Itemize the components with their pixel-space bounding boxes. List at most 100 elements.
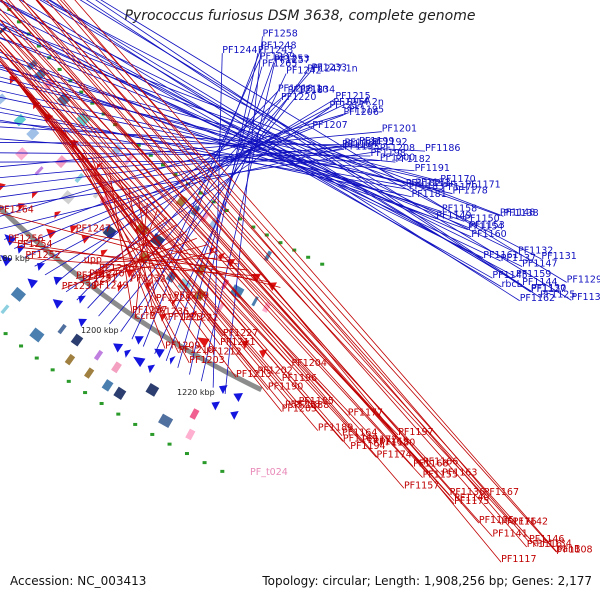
feature-block (101, 379, 114, 392)
scale-dot (167, 442, 172, 446)
plus-gene-label: PF1206 (344, 107, 379, 118)
minus-gene-label: PF1157 (404, 480, 439, 491)
plus-gene-label: PF1148 (500, 208, 535, 219)
scale-dot (19, 344, 24, 348)
minus-gene-label: PF1196 (282, 373, 317, 384)
feature-block (185, 428, 196, 441)
leader-line (87, 99, 282, 309)
scale-dot (133, 422, 138, 426)
minus-gene-label: PF1203 (189, 355, 224, 366)
minus-gene-label: PF1249 (93, 280, 128, 291)
minus-gene-label: PF1146 (529, 534, 564, 545)
minus-strand-arrow (191, 310, 198, 320)
minus-gene-label: PF1167 (484, 487, 519, 498)
plus-gene-label: PF1161 (483, 250, 518, 261)
plus-strand-arrow (211, 401, 220, 411)
leader-line (0, 41, 381, 446)
plus-strand-arrow (124, 349, 132, 358)
leader-line (22, 0, 480, 524)
minus-gene-label: PF1164 (342, 428, 377, 439)
minus-gene-label: PF1245 (76, 271, 111, 282)
minus-gene-label: PF1188 (294, 400, 329, 411)
minus-gene-label: PF1175 (454, 496, 489, 507)
minus-gene-label: PF1256 (8, 233, 43, 244)
plus-gene-label: PF1132 (518, 246, 553, 257)
plus-gene-label: PF1187 (345, 138, 380, 149)
plus-gene-label: PF1158 (442, 204, 477, 215)
leader-line (76, 91, 279, 301)
leader-line (0, 121, 396, 163)
minus-gene-label: PF1116 (527, 539, 562, 550)
feature-block (189, 408, 200, 420)
plus-gene-label: PF1214.2n (333, 97, 383, 108)
leader-line (0, 126, 426, 152)
feature-block (93, 349, 104, 361)
leader-line (1, 0, 455, 501)
leader-line (0, 19, 423, 478)
plus-gene-label: PF1138 (503, 208, 538, 219)
leader-line (91, 156, 166, 349)
feature-block (0, 304, 10, 315)
plus-gene-label: PF1171 (465, 180, 500, 191)
scale-dot (202, 461, 207, 465)
minus-gene-label: PF1197 (398, 427, 433, 438)
minus-gene-label: PF1180 (380, 437, 415, 448)
minus-strand-arrow (69, 225, 78, 234)
minus-gene-label: PF1251 (82, 273, 117, 284)
plus-gene-label: PF1186 (425, 143, 460, 154)
minus-gene-label: PF1209 (165, 341, 200, 352)
plus-gene-label: PF1243 (258, 45, 293, 56)
scale-dot (79, 90, 84, 94)
plus-gene-label: PF1217 (329, 100, 364, 111)
plus-gene-label: PF1218.1n (278, 83, 328, 94)
minus-gene-label: PF1222 (183, 313, 218, 324)
plus-gene-label: PF1182.1n (406, 178, 456, 189)
minus-gene-label: PF1141 (492, 529, 527, 540)
leader-line (0, 146, 343, 178)
minus-strand-arrow (32, 191, 39, 199)
plus-gene-label: PF1248 (261, 41, 296, 52)
plus-gene-label: PF1253 (274, 53, 309, 64)
minus-gene-label: PF1254 (17, 239, 52, 250)
minus-gene-label: PF1212 (206, 347, 241, 358)
scale-dot (220, 469, 225, 473)
leader-line (38, 105, 207, 355)
feature-block (64, 353, 76, 366)
plus-gene-label: PF1160 (471, 229, 506, 240)
leader-line (8, 0, 455, 505)
scale-dot (292, 248, 297, 252)
leader-line (131, 59, 261, 340)
minus-gene-label: PF1135 (479, 515, 514, 526)
leader-line (35, 0, 502, 563)
kbp-label: 1200 kbp (81, 326, 119, 335)
minus-strand-arrow (9, 75, 18, 85)
scale-dot (278, 241, 283, 245)
minus-gene-label: PF1166 (423, 456, 458, 467)
minus-gene-label: PF1210 (179, 345, 214, 356)
plus-gene-label: PF1147 (522, 259, 557, 270)
minus-gene-label: PF1219 (174, 290, 209, 301)
minus-gene-label: PF1108 (557, 544, 592, 555)
plus-gene-label: nusA (347, 95, 371, 106)
plus-gene-label: PF1258 (262, 28, 297, 39)
minus-gene-label: PF1140 (454, 493, 489, 504)
plus-gene-label: PF1257 (275, 55, 310, 66)
leader-line (63, 0, 530, 543)
leader-line (35, 0, 513, 525)
label-leader-lines (0, 0, 572, 563)
minus-gene-label: PF1169 (343, 433, 378, 444)
minus-strand-arrow (196, 337, 210, 348)
feature-block (158, 413, 174, 429)
scale-dot (224, 209, 229, 213)
feature-block (111, 361, 122, 374)
plus-gene-label: PF1242 (286, 65, 321, 76)
minus-gene-label: PF1172 (362, 435, 397, 446)
minus-gene-label: PF1247 (76, 223, 111, 234)
plus-strand-arrow (134, 336, 144, 345)
leader-line (0, 23, 504, 217)
minus-gene-label: upp (84, 255, 102, 266)
leader-line (59, 0, 557, 553)
leader-line (5, 0, 450, 496)
minus-gene-label: PF1190 (268, 382, 303, 393)
